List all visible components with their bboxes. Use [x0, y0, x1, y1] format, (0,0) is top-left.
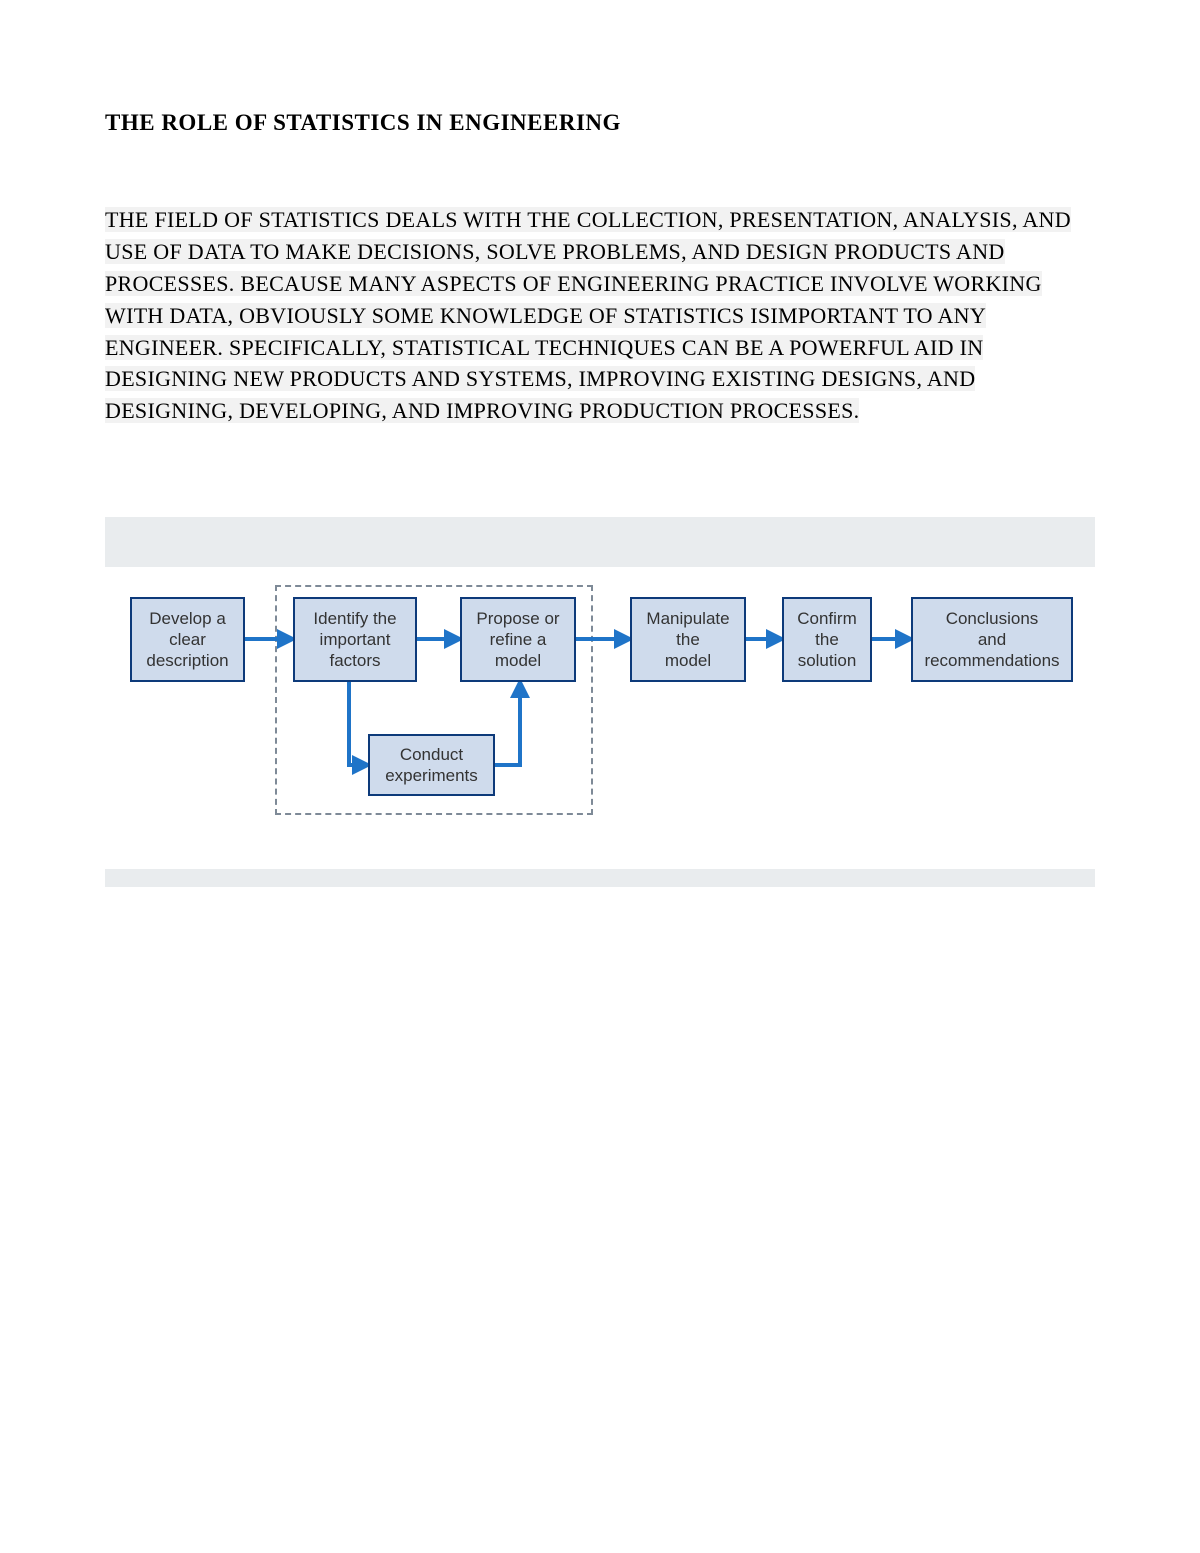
- flow-node-n3: Propose orrefine amodel: [460, 597, 576, 682]
- flow-node-label: Develop acleardescription: [146, 608, 228, 672]
- flow-arrow: [495, 682, 520, 765]
- figure-inner: Develop acleardescription Identify theimp…: [105, 567, 1095, 869]
- flow-node-label: Manipulatethemodel: [646, 608, 729, 672]
- flow-node-label: Propose orrefine amodel: [476, 608, 559, 672]
- body-paragraph-text: THE FIELD OF STATISTICS DEALS WITH THE C…: [105, 207, 1071, 423]
- flow-node-n7: Conclusionsandrecommendations: [911, 597, 1073, 682]
- flow-node-n5: Manipulatethemodel: [630, 597, 746, 682]
- body-paragraph: THE FIELD OF STATISTICS DEALS WITH THE C…: [105, 204, 1095, 427]
- flow-node-n4: Conductexperiments: [368, 734, 495, 796]
- flow-node-n2: Identify theimportantfactors: [293, 597, 417, 682]
- flow-node-n6: Confirmthesolution: [782, 597, 872, 682]
- flowchart: Develop acleardescription Identify theimp…: [115, 589, 1085, 839]
- figure-container: Develop acleardescription Identify theimp…: [105, 517, 1095, 887]
- flow-node-label: Identify theimportantfactors: [313, 608, 396, 672]
- flow-node-label: Conclusionsandrecommendations: [924, 608, 1059, 672]
- flow-arrow: [349, 682, 368, 765]
- flow-node-n1: Develop acleardescription: [130, 597, 245, 682]
- page-title: THE ROLE OF STATISTICS IN ENGINEERING: [105, 110, 1095, 136]
- flow-node-label: Confirmthesolution: [797, 608, 857, 672]
- flow-node-label: Conductexperiments: [385, 744, 478, 787]
